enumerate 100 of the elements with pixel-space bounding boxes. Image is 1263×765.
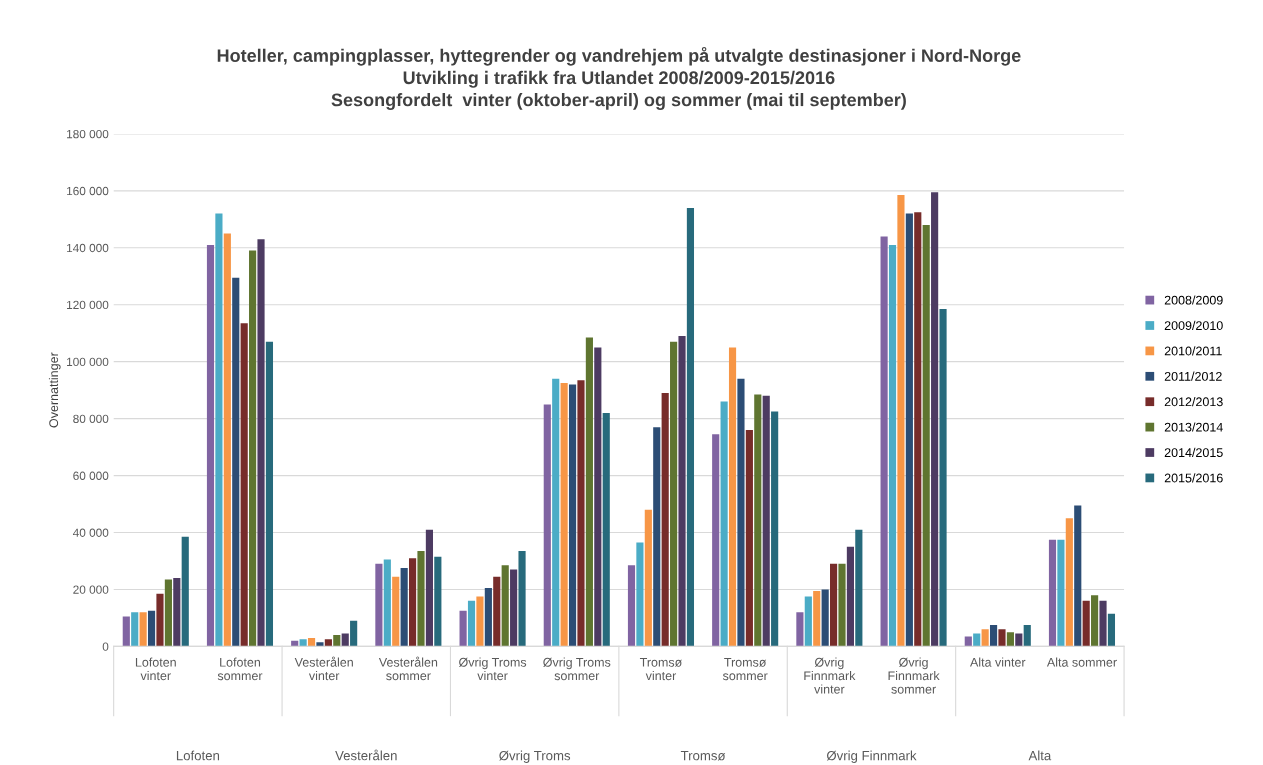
bar	[206, 244, 215, 647]
bar	[922, 225, 930, 647]
bar	[644, 509, 652, 647]
bar	[560, 383, 568, 647]
bar	[341, 633, 349, 647]
bar	[678, 336, 686, 647]
bar	[931, 192, 939, 647]
bar	[905, 213, 913, 647]
bar	[265, 341, 274, 647]
x-tick-label: Øvrig Finnmark sommer	[888, 657, 940, 694]
x-tick-label: Lofoten sommer	[217, 657, 263, 681]
x-tick-label: Tromsø sommer	[722, 658, 768, 681]
bar	[804, 596, 812, 647]
bar	[417, 551, 425, 647]
bar	[307, 637, 316, 647]
bar	[400, 568, 408, 647]
bar	[1082, 600, 1090, 647]
bar	[299, 639, 307, 647]
bar	[636, 542, 644, 647]
bar	[998, 629, 1006, 647]
y-tick-label: 120 000	[67, 300, 109, 310]
y-tick-label: 60 000	[73, 471, 109, 480]
bar	[568, 384, 577, 647]
bar	[240, 323, 248, 647]
bar	[888, 244, 897, 647]
bar	[653, 427, 661, 647]
x-tick-label: Lofoten vinter	[135, 657, 176, 681]
text: Øvrig Finnmark	[826, 750, 917, 763]
bar	[728, 347, 737, 647]
legend-label: 2013/2014	[1164, 422, 1223, 432]
bar	[914, 212, 922, 647]
bar	[164, 579, 172, 647]
x-tick-label: Vesterålen vinter	[294, 656, 353, 681]
bar	[594, 347, 602, 647]
legend-label: 2014/2015	[1164, 447, 1223, 458]
bar	[476, 596, 484, 647]
bar	[139, 612, 147, 647]
legend-label: 2008/2009	[1164, 295, 1223, 305]
y-tick-label: 180 000	[67, 129, 109, 139]
x-tick-label: Alta vinter	[970, 657, 1026, 667]
bar	[627, 565, 636, 647]
bar	[552, 378, 560, 647]
bar	[796, 612, 804, 647]
bar	[1015, 633, 1023, 647]
legend-label: 2012/2013	[1164, 397, 1223, 407]
y-tick-label: 0	[102, 642, 109, 651]
bar	[467, 600, 476, 647]
bar	[1091, 595, 1099, 647]
bar	[425, 529, 433, 647]
bar	[989, 625, 998, 647]
text: Vesterålen	[335, 749, 397, 761]
bar	[745, 430, 753, 647]
bar	[897, 195, 905, 647]
x-tick-label: Tromsø vinter	[639, 658, 682, 681]
bar	[350, 620, 358, 647]
bar	[1099, 600, 1107, 647]
bar	[670, 341, 678, 647]
bar	[1065, 518, 1073, 647]
bar	[855, 529, 863, 647]
text: Tromsø	[680, 751, 726, 761]
bar	[712, 434, 720, 647]
y-tick-label: 20 000	[73, 585, 109, 594]
bar	[1048, 539, 1057, 647]
bar	[181, 536, 189, 647]
bar	[577, 380, 585, 647]
text: Øvrig Troms	[499, 750, 571, 763]
bar	[122, 616, 130, 647]
bar	[846, 546, 854, 647]
bar	[585, 337, 593, 647]
bar	[510, 569, 518, 647]
bar	[409, 558, 417, 647]
bar	[1023, 625, 1031, 647]
bar	[973, 633, 981, 647]
bar	[737, 378, 745, 647]
bar	[661, 393, 669, 647]
bar	[821, 589, 829, 647]
bar	[720, 401, 728, 647]
bar	[493, 576, 501, 647]
bar	[215, 213, 223, 647]
y-tick-label: 100 000	[67, 357, 109, 367]
x-tick-label: Vesterålen sommer	[378, 656, 438, 681]
bar	[964, 636, 972, 647]
bar	[754, 394, 762, 647]
bar	[543, 404, 551, 647]
bar	[249, 250, 257, 647]
y-tick-label: 140 000	[67, 243, 109, 253]
y-tick-label: 40 000	[72, 528, 109, 537]
bar	[602, 412, 610, 647]
legend-label: 2009/2010	[1164, 320, 1223, 330]
bar	[375, 563, 383, 647]
bar	[1006, 632, 1014, 647]
bar	[434, 556, 442, 647]
y-axis-title: Overnattinger	[48, 352, 61, 428]
text: Alta	[1028, 750, 1052, 761]
text: Lofoten	[176, 750, 220, 761]
bar	[459, 610, 467, 647]
bar	[686, 207, 695, 647]
x-tick-label: Alta sommer	[1046, 657, 1117, 667]
legend-label: 2015/2016	[1164, 473, 1223, 483]
bar	[147, 610, 156, 647]
